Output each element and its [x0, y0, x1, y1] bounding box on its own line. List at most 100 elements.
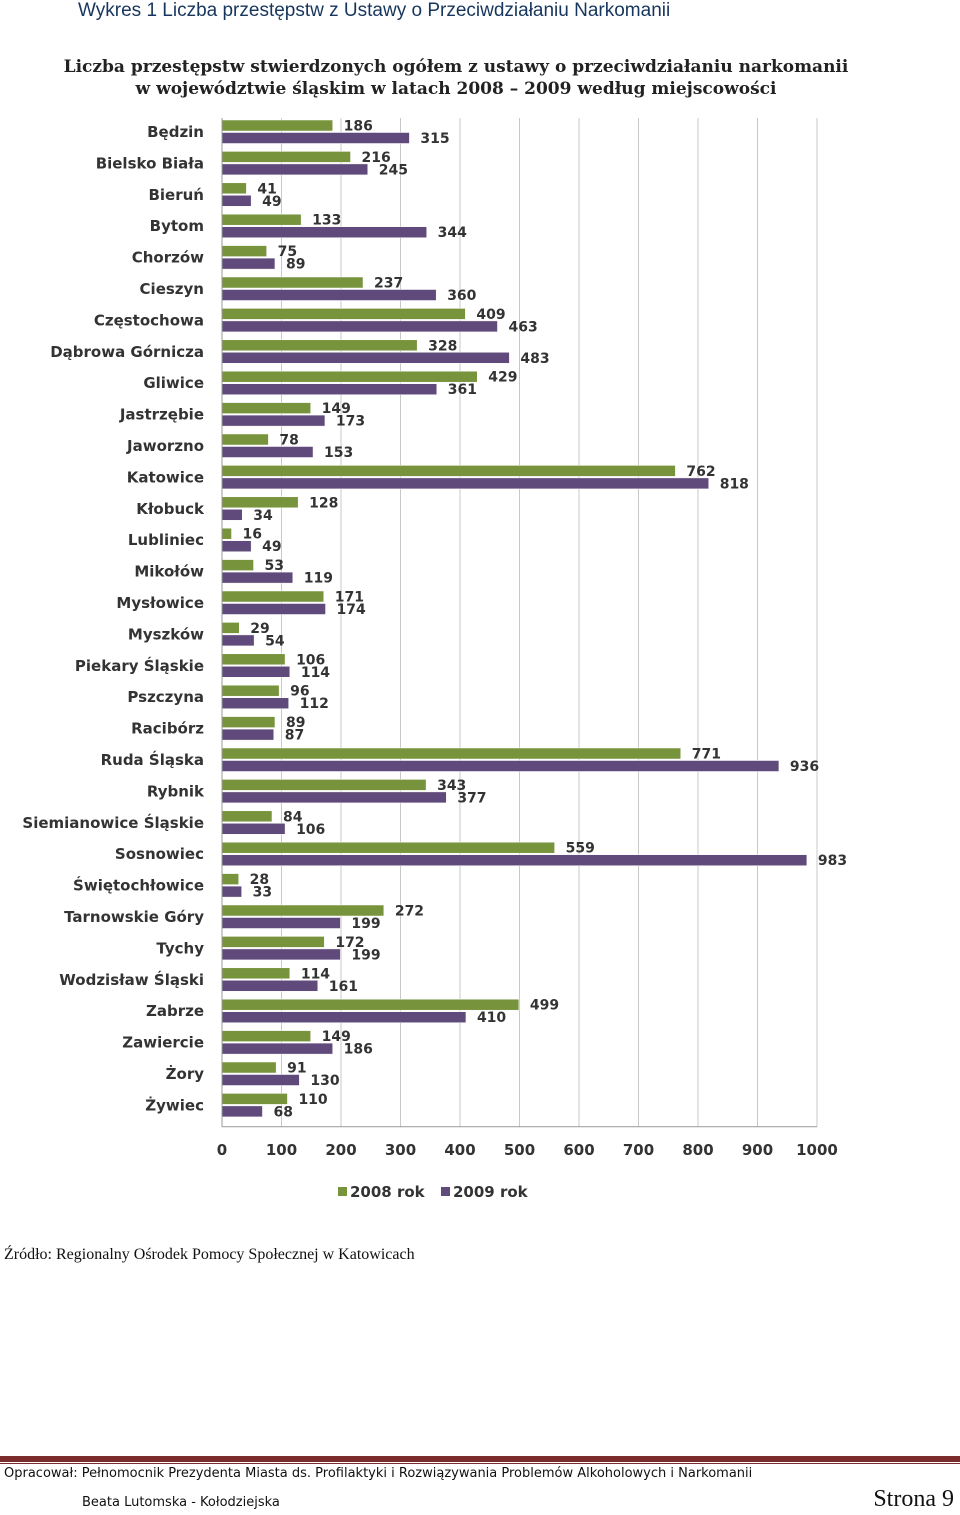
bar-2009 [221, 132, 410, 144]
bar-value-label: 130 [310, 1073, 339, 1089]
bar-value-label: 216 [362, 150, 391, 166]
bar-value-label: 237 [374, 276, 403, 292]
bar-2009 [221, 760, 780, 772]
bar-value-label: 360 [447, 288, 476, 304]
bar-value-label: 33 [253, 885, 272, 901]
bar-value-label: 429 [488, 370, 517, 386]
bar-value-label: 114 [301, 966, 330, 982]
category-label: Piekary Śląskie [75, 656, 204, 675]
bar-2009 [221, 697, 289, 709]
page-number: Strona 9 [873, 1486, 954, 1512]
footer-author: Beata Lutomska - Kołodziejska [82, 1495, 280, 1510]
category-label: Żywiec [145, 1095, 204, 1114]
bar-value-label: 174 [337, 602, 366, 618]
bar-value-label: 983 [818, 853, 847, 869]
bar-2009 [221, 509, 243, 521]
bar-2008 [221, 653, 286, 666]
bar-2008 [221, 779, 427, 791]
bar-value-label: 89 [286, 257, 305, 273]
bar-value-label: 54 [265, 633, 285, 649]
legend-swatch [338, 1187, 347, 1196]
chart-legend: 2008 rok 2009 rok [338, 1183, 529, 1201]
bar-value-label: 199 [351, 916, 380, 932]
bar-value-label: 173 [336, 414, 365, 430]
bar-value-label: 91 [287, 1061, 306, 1077]
category-label: Częstochowa [94, 311, 204, 329]
bar-value-label: 328 [428, 338, 457, 354]
bar-2009 [221, 1105, 263, 1118]
bar-value-label: 106 [296, 652, 325, 668]
figure-caption: Wykres 1 Liczba przestępstw z Ustawy o P… [78, 0, 671, 21]
bar-2008 [221, 716, 276, 728]
category-label: Wodzisław Śląski [59, 970, 204, 989]
bar-2008 [221, 967, 291, 980]
bar-value-label: 153 [324, 445, 353, 461]
bar-value-label: 49 [262, 539, 281, 555]
bar-2008 [221, 904, 385, 917]
bar-value-label: 16 [243, 527, 262, 543]
bar-2009 [221, 352, 510, 364]
bar-value-label: 114 [301, 665, 330, 681]
bar-2008 [221, 496, 299, 509]
bar-value-label: 78 [279, 433, 298, 449]
bar-2008 [221, 527, 232, 540]
category-label: Dąbrowa Górnicza [50, 343, 204, 361]
bar-value-label: 186 [344, 119, 373, 135]
bar-2008 [221, 119, 333, 132]
bar-2008 [221, 873, 239, 885]
bar-value-label: 936 [790, 759, 819, 775]
category-label: Żory [166, 1064, 205, 1083]
bar-value-label: 53 [265, 558, 284, 574]
bar-2009 [221, 163, 369, 176]
chart-title-line: Liczba przestępstw stwierdzonych ogółem … [64, 57, 849, 77]
bar-2008 [221, 590, 324, 603]
bar-value-label: 84 [283, 809, 303, 825]
bar-value-label: 161 [329, 979, 358, 995]
bar-chart: Liczba przestępstw stwierdzonych ogółem … [22, 57, 849, 1201]
bar-2008 [221, 402, 311, 414]
bar-value-label: 172 [335, 935, 364, 951]
bar-2009 [221, 854, 808, 866]
bar-2008 [221, 559, 254, 571]
bar-2008 [221, 998, 520, 1011]
bar-2009 [221, 603, 326, 615]
category-label: Rybnik [147, 782, 205, 800]
bar-value-label: 483 [520, 351, 549, 367]
x-tick-label: 200 [325, 1141, 356, 1159]
category-label: Racibórz [131, 720, 204, 738]
bar-value-label: 34 [253, 508, 273, 524]
bar-value-label: 245 [379, 162, 408, 178]
category-label: Zabrze [146, 1002, 204, 1020]
bar-value-label: 199 [351, 947, 380, 963]
bar-value-label: 96 [290, 684, 309, 700]
category-label: Jaworzno [126, 437, 204, 455]
category-label: Kłobuck [136, 500, 205, 518]
bar-value-label: 106 [296, 822, 325, 838]
bar-2009 [221, 1074, 300, 1086]
bar-2009 [221, 226, 427, 238]
bar-2009 [221, 540, 252, 552]
category-label: Świętochłowice [73, 876, 204, 895]
x-tick-label: 400 [444, 1141, 475, 1159]
bar-2009 [221, 477, 709, 490]
chart-source: Źródło: Regionalny Ośrodek Pomocy Społec… [4, 1246, 415, 1263]
bar-value-label: 41 [257, 181, 276, 197]
bar-value-label: 89 [286, 715, 305, 731]
bar-2008 [221, 747, 681, 760]
bar-2009 [221, 980, 319, 992]
x-tick-label: 0 [217, 1141, 227, 1159]
bar-value-label: 272 [395, 904, 424, 920]
bar-2008 [221, 1061, 277, 1074]
bar-2009 [221, 571, 294, 584]
category-label: Bytom [150, 217, 204, 235]
bar-2009 [221, 823, 286, 835]
bar-value-label: 409 [476, 307, 505, 323]
bar-value-label: 29 [250, 621, 269, 637]
bar-value-label: 49 [262, 194, 281, 210]
footer-divider-thin [0, 1463, 960, 1464]
bar-value-label: 818 [720, 476, 749, 492]
bar-2009 [221, 1042, 333, 1055]
bar-value-label: 315 [420, 131, 449, 147]
bar-2009 [221, 728, 275, 741]
